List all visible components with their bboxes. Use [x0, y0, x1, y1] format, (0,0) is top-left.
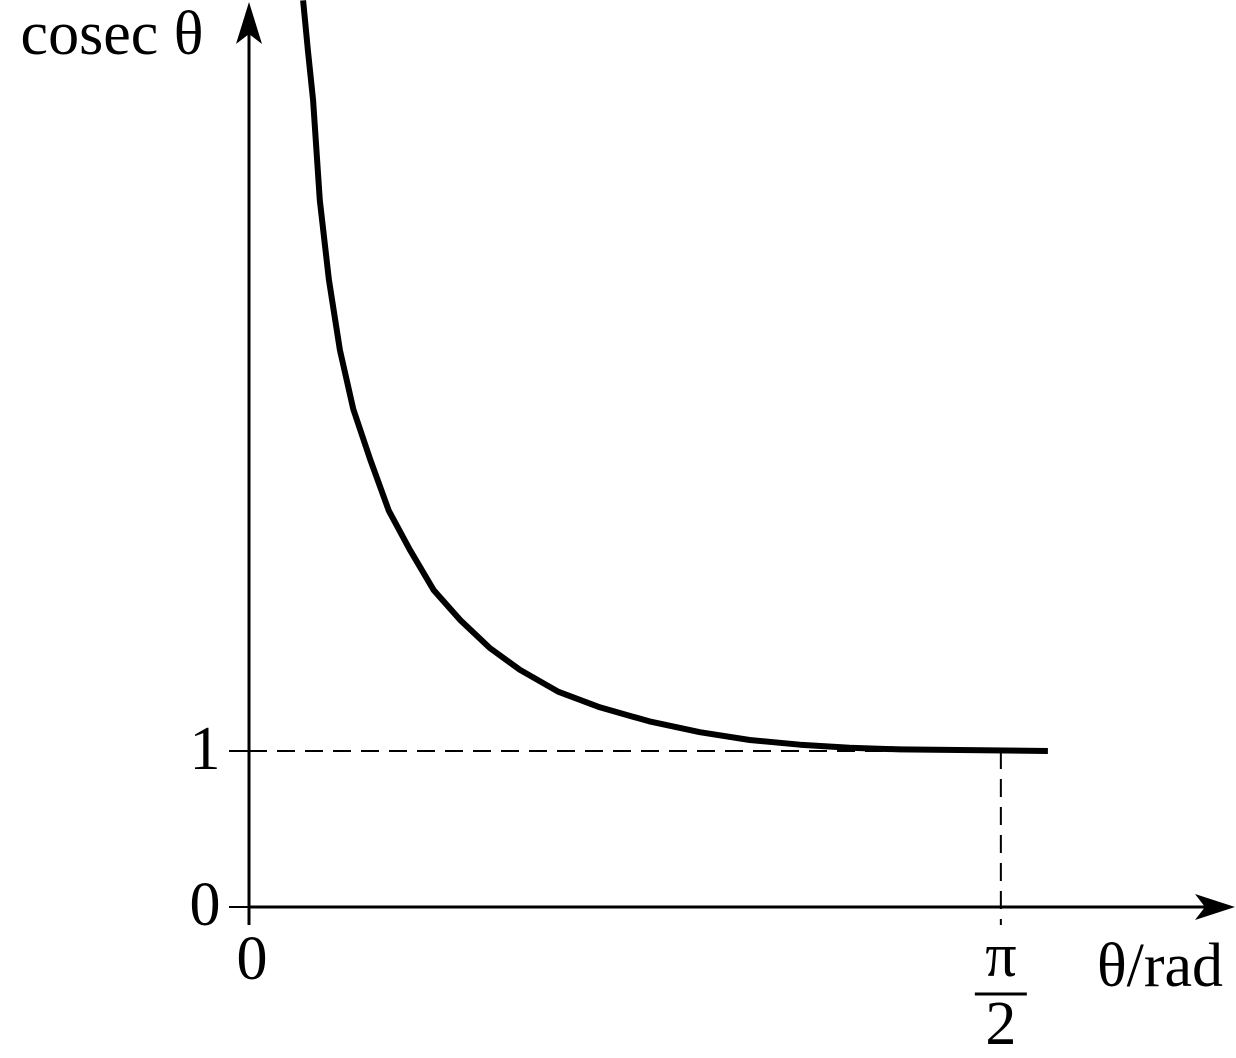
y-axis-arrow — [236, 2, 262, 44]
y-axis-label: cosec θ — [21, 0, 204, 68]
x-axis-label: θ/rad — [1097, 932, 1223, 1000]
x-axis-arrow — [1195, 894, 1235, 920]
curve — [300, 0, 1048, 754]
y-tick-label: 1 — [190, 715, 221, 783]
y-tick-label: 0 — [190, 871, 221, 939]
x-tick-label: 0 — [237, 925, 268, 993]
